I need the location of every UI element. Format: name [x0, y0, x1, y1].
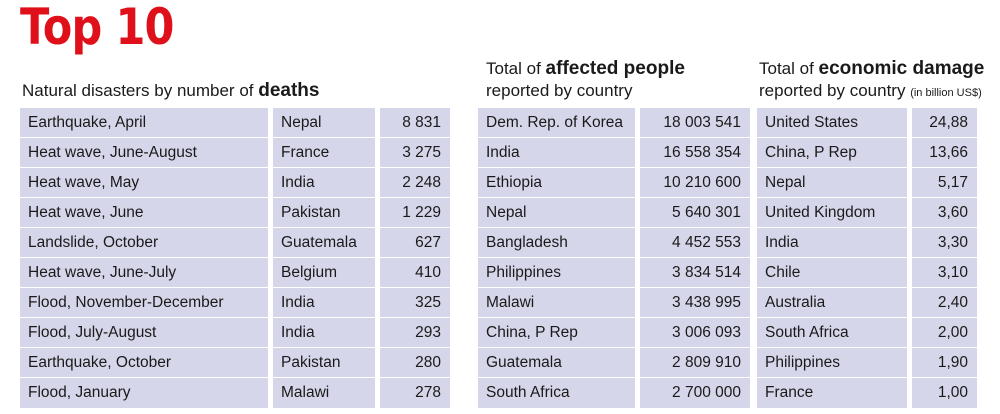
- affected-heading-line2: reported by country: [486, 81, 633, 100]
- deaths-country-cell: India: [273, 318, 375, 348]
- deaths-event-cell: Heat wave, June-August: [20, 138, 268, 168]
- deaths-value-cell: 293: [380, 318, 450, 348]
- page-title: Top 10: [20, 0, 174, 56]
- deaths-country-cell: Pakistan: [273, 198, 375, 228]
- damage-table: United States China, P Rep Nepal United Kin…: [757, 108, 977, 408]
- deaths-country-cell: Guatemala: [273, 228, 375, 258]
- deaths-event-cell: Heat wave, May: [20, 168, 268, 198]
- deaths-event-cell: Earthquake, April: [20, 108, 268, 138]
- affected-country-cell: Malawi: [478, 288, 635, 318]
- damage-country-cell: China, P Rep: [757, 138, 907, 168]
- affected-heading: Total of affected people reported by cou…: [486, 58, 685, 102]
- affected-value-cell: 16 558 354: [640, 138, 750, 168]
- affected-country-cell: South Africa: [486, 384, 570, 401]
- deaths-country-cell: Pakistan: [273, 348, 375, 378]
- affected-country-cell: China, P Rep: [478, 318, 635, 348]
- damage-value-cell: 1,90: [912, 348, 977, 378]
- affected-country-cell: Nepal: [478, 198, 635, 228]
- deaths-event-cell: Earthquake, October: [20, 348, 268, 378]
- damage-value-cell: 3,60: [912, 198, 977, 228]
- damage-heading-line2: reported by country: [759, 81, 911, 100]
- affected-table: Dem. Rep. of Korea India Ethiopia Nepal Bang…: [478, 108, 750, 408]
- affected-country-column: Dem. Rep. of Korea India Ethiopia Nepal Bang…: [478, 108, 635, 408]
- affected-value-cell: 18 003 541: [640, 108, 750, 138]
- affected-country-cell: Bangladesh: [478, 228, 635, 258]
- deaths-event-cell: Landslide, October: [20, 228, 268, 258]
- deaths-country-cell: Belgium: [273, 258, 375, 288]
- damage-country-cell: France: [765, 384, 814, 401]
- damage-country-cell: Nepal: [757, 168, 907, 198]
- deaths-value-column: 8 831 3 275 2 248 1 229 627 410 325 293 280 278: [380, 108, 450, 408]
- damage-value-cell: 5,17: [912, 168, 977, 198]
- affected-value-cell: 3 438 995: [640, 288, 750, 318]
- deaths-country-cell: France: [273, 138, 375, 168]
- deaths-heading: Natural disasters by number of deaths: [22, 80, 319, 102]
- damage-value-cell: 2,40: [912, 288, 977, 318]
- damage-value-cell: 24,88: [912, 108, 977, 138]
- deaths-value-cell: 3 275: [380, 138, 450, 168]
- affected-country-cell: India: [478, 138, 635, 168]
- damage-country-cell: India: [757, 228, 907, 258]
- affected-value-cell: 4 452 553: [640, 228, 750, 258]
- affected-value-column: 18 003 541 16 558 354 10 210 600 5 640 301 4…: [640, 108, 750, 408]
- damage-value-column: 24,88 13,66 5,17 3,60 3,30 3,10 2,40 2,00 1,90 1,…: [912, 108, 977, 408]
- deaths-event-column: Earthquake, April Heat wave, June-August H…: [20, 108, 268, 408]
- deaths-event-cell: Heat wave, June-July: [20, 258, 268, 288]
- damage-value-cell: 13,66: [912, 138, 977, 168]
- affected-country-cell: Ethiopia: [478, 168, 635, 198]
- deaths-value-cell: 280: [380, 348, 450, 378]
- affected-value-cell: 3 834 514: [640, 258, 750, 288]
- damage-heading-prefix: Total of: [759, 59, 819, 78]
- deaths-event-cell: Heat wave, June: [20, 198, 268, 228]
- affected-value-cell: 10 210 600: [640, 168, 750, 198]
- affected-value-cell: 3 006 093: [640, 318, 750, 348]
- damage-value-cell: 3,30: [912, 228, 977, 258]
- deaths-table: Earthquake, April Heat wave, June-August H…: [20, 108, 450, 408]
- deaths-value-cell: 627: [380, 228, 450, 258]
- deaths-value-cell: 278: [415, 384, 441, 401]
- deaths-value-cell: 410: [380, 258, 450, 288]
- affected-country-cell: Guatemala: [478, 348, 635, 378]
- damage-value-cell: 2,00: [912, 318, 977, 348]
- damage-country-cell: South Africa: [757, 318, 907, 348]
- deaths-event-cell: Flood, November-December: [20, 288, 268, 318]
- damage-heading: Total of economic damage reported by cou…: [759, 58, 984, 104]
- damage-country-cell: Chile: [757, 258, 907, 288]
- deaths-country-cell: India: [273, 168, 375, 198]
- damage-value-cell: 1,00: [937, 384, 968, 401]
- deaths-country-cell: Malawi: [281, 384, 330, 401]
- damage-heading-unit: (in billion US$): [910, 87, 982, 99]
- damage-value-cell: 3,10: [912, 258, 977, 288]
- damage-heading-bold: economic damage: [818, 58, 985, 79]
- deaths-heading-bold: deaths: [258, 80, 320, 101]
- affected-country-cell: Dem. Rep. of Korea: [478, 108, 635, 138]
- deaths-country-cell: India: [273, 288, 375, 318]
- damage-country-cell: Australia: [757, 288, 907, 318]
- affected-country-cell: Philippines: [478, 258, 635, 288]
- affected-value-cell: 2 700 000: [672, 384, 741, 401]
- deaths-event-cell: Flood, January: [28, 384, 131, 401]
- deaths-value-cell: 2 248: [380, 168, 450, 198]
- damage-country-cell: United States: [757, 108, 907, 138]
- deaths-country-cell: Nepal: [273, 108, 375, 138]
- deaths-event-cell: Flood, July-August: [20, 318, 268, 348]
- damage-country-cell: Philippines: [757, 348, 907, 378]
- affected-value-cell: 5 640 301: [640, 198, 750, 228]
- affected-value-cell: 2 809 910: [640, 348, 750, 378]
- affected-heading-bold: affected people: [545, 58, 685, 79]
- damage-country-cell: United Kingdom: [757, 198, 907, 228]
- affected-heading-prefix: Total of: [486, 59, 546, 78]
- deaths-value-cell: 8 831: [380, 108, 450, 138]
- deaths-value-cell: 325: [380, 288, 450, 318]
- deaths-country-column: Nepal France India Pakistan Guatemala Belgium…: [273, 108, 375, 408]
- deaths-value-cell: 1 229: [380, 198, 450, 228]
- deaths-heading-prefix: Natural disasters by number of: [22, 81, 259, 100]
- damage-country-column: United States China, P Rep Nepal United Kin…: [757, 108, 907, 408]
